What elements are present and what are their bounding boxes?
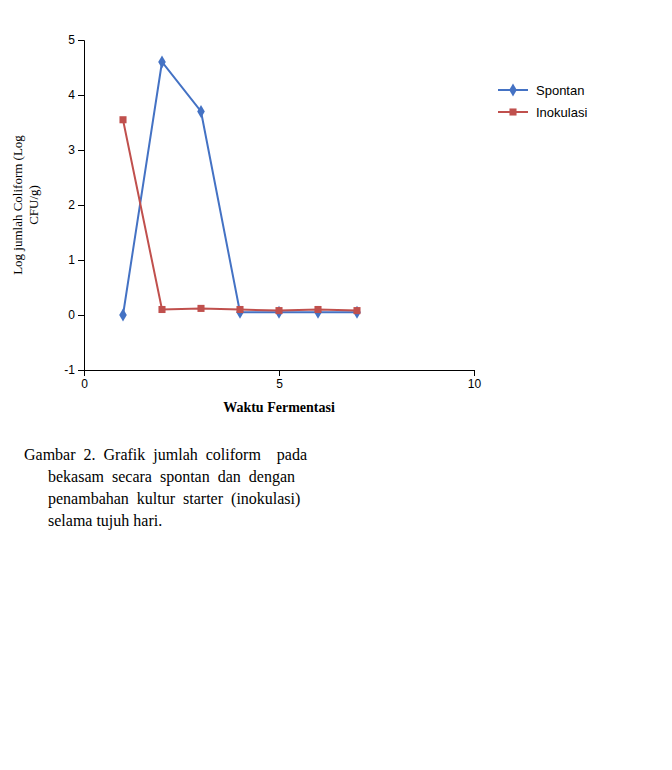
tick-label: 10 [468, 377, 482, 391]
series [119, 116, 360, 314]
caption-line: selama tujuh hari. [24, 512, 162, 530]
tick-mark [78, 315, 84, 316]
tick: 0 [81, 370, 88, 391]
point [275, 306, 283, 319]
tick: 0 [68, 308, 84, 322]
point [353, 307, 360, 314]
tick-label: 1 [68, 253, 75, 267]
caption: Gambar 2. Grafik jumlah coliform pada be… [24, 446, 307, 530]
point [197, 105, 205, 118]
tick-mark [474, 370, 475, 376]
tick-label: -1 [64, 363, 75, 377]
tick: 2 [68, 198, 84, 212]
marks [119, 55, 361, 321]
tick-label: 5 [276, 377, 283, 391]
legend-marker [509, 83, 517, 96]
tick: 5 [68, 33, 84, 47]
point [314, 306, 322, 319]
tick: -1 [64, 363, 84, 377]
tick: 4 [68, 88, 84, 102]
legend-label: Inokulasi [536, 105, 587, 120]
tick-mark [78, 205, 84, 206]
tick-mark [78, 260, 84, 261]
tick: 5 [276, 370, 283, 391]
tick-mark [279, 370, 280, 376]
point [158, 55, 166, 68]
tick-label: 0 [68, 308, 75, 322]
legend-item: Spontan [498, 83, 584, 98]
tick-label: 5 [68, 33, 75, 47]
point [236, 306, 243, 313]
point [119, 308, 127, 321]
tick: 3 [68, 143, 84, 157]
tick-label: 3 [68, 143, 75, 157]
caption-line: bekasam secara spontan dan dengan [24, 468, 295, 486]
point [119, 116, 126, 123]
chart: 0 5 10 -1 0 1 2 3 4 5 Waktu Fermentasi Log jumlah C… [0, 0, 672, 770]
tick: 10 [468, 370, 482, 391]
y-axis-title-line: CFU/g) [26, 185, 41, 225]
tick-mark [78, 40, 84, 41]
axis-line [78, 41, 85, 371]
caption-line: penambahan kultur starter (inokulasi) [24, 490, 300, 508]
point [275, 307, 282, 314]
x-axis: 0 5 10 [81, 370, 481, 391]
point [158, 306, 165, 313]
tick-label: 2 [68, 198, 75, 212]
y-axis-title: Log jumlah Coliform (LogCFU/g) [10, 135, 41, 275]
x-axis-title: Waktu Fermentasi [223, 400, 335, 415]
point [197, 305, 204, 312]
legend: Spontan Inokulasi [498, 83, 587, 120]
tick-mark [78, 370, 84, 371]
tick-mark [78, 95, 84, 96]
line [123, 120, 357, 311]
point [353, 306, 361, 319]
legend-item: Inokulasi [498, 105, 587, 120]
caption-line: Gambar 2. Grafik jumlah coliform pada [24, 446, 307, 464]
tick-mark [78, 150, 84, 151]
plot: 0 5 10 -1 0 1 2 3 4 5 Waktu Fermentasi Log jumlah C… [10, 33, 587, 415]
legend-label: Spontan [536, 83, 584, 98]
axis-line [85, 371, 475, 377]
tick-label: 4 [68, 88, 75, 102]
tick: 1 [68, 253, 84, 267]
series [119, 55, 361, 321]
tick-label: 0 [81, 377, 88, 391]
line [123, 62, 357, 315]
point [236, 306, 244, 319]
point [314, 306, 321, 313]
y-axis-title-line: Log jumlah Coliform (Log [10, 135, 25, 275]
y-axis: -1 0 1 2 3 4 5 [64, 33, 84, 377]
legend-marker [509, 108, 516, 115]
